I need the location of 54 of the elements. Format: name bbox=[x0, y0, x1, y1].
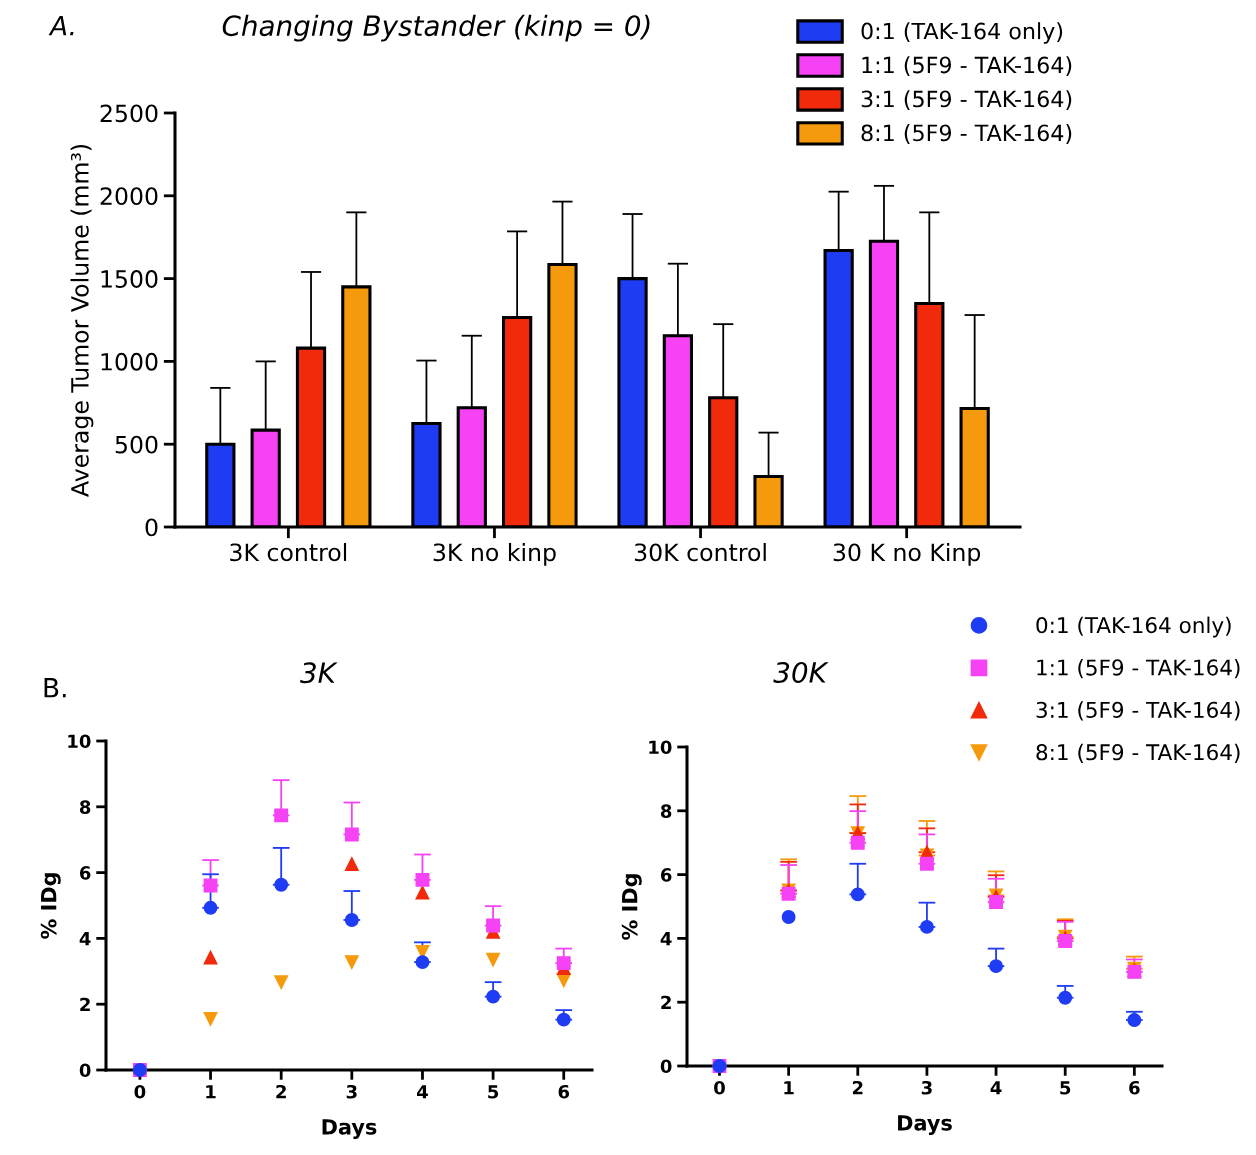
x-tick-label: 30 K no Kinp bbox=[833, 542, 981, 566]
x-tick-label: 2 bbox=[276, 1084, 286, 1099]
x-tick-label: 30K control bbox=[634, 542, 766, 562]
y-tick-label: 10 bbox=[649, 740, 672, 755]
y-tick-label: 0 bbox=[660, 1059, 672, 1074]
text: A. bbox=[48, 16, 74, 36]
x-tick-label: 6 bbox=[1129, 1080, 1140, 1095]
y-tick-label: 500 bbox=[115, 435, 158, 454]
x-tick-label: 1 bbox=[784, 1081, 794, 1095]
y-tick-label: 6 bbox=[660, 868, 672, 882]
x-tick-label: 2 bbox=[852, 1080, 863, 1095]
y-axis-title: % IDg bbox=[40, 873, 61, 939]
y-tick-label: 1500 bbox=[101, 270, 158, 288]
x-tick-label: 5 bbox=[488, 1085, 499, 1099]
y-tick-label: 8 bbox=[660, 804, 672, 818]
x-tick-label: 0 bbox=[714, 1080, 725, 1095]
x-tick-label: 3 bbox=[346, 1084, 357, 1099]
chart-title: Changing Bystander (kinp = 0) bbox=[222, 14, 650, 42]
x-tick-label: 0 bbox=[134, 1084, 146, 1099]
x-tick-label: 1 bbox=[206, 1085, 216, 1099]
x-tick-label: 4 bbox=[417, 1085, 428, 1099]
legend-label: 1:1 (5F9 - TAK-164) bbox=[1037, 659, 1240, 679]
y-tick-label: 4 bbox=[79, 932, 91, 946]
y-tick-label: 4 bbox=[660, 932, 672, 946]
chart-title: 30K bbox=[773, 661, 829, 683]
x-tick-label: 3 bbox=[921, 1080, 932, 1095]
y-tick-label: 8 bbox=[79, 800, 91, 814]
legend-label: 3:1 (5F9 - TAK-164) bbox=[861, 90, 1072, 110]
legend-label: 0:1 (TAK-164 only) bbox=[1036, 616, 1231, 638]
y-tick-label: 2 bbox=[661, 995, 671, 1010]
x-axis-title: Days bbox=[898, 1115, 952, 1135]
y-axis-title: % IDg bbox=[621, 874, 642, 940]
x-axis-title: Days bbox=[322, 1119, 377, 1139]
y-tick-label: 10 bbox=[68, 734, 91, 749]
legend-label: 1:1 (5F9 - TAK-164) bbox=[862, 56, 1072, 76]
x-tick-label: 6 bbox=[558, 1084, 570, 1099]
y-tick-label: 2 bbox=[80, 997, 90, 1012]
y-tick-label: 2000 bbox=[100, 187, 158, 206]
chart-title: 3K bbox=[300, 662, 338, 684]
legend-label: 8:1 (5F9 - TAK-164) bbox=[1036, 743, 1240, 763]
y-tick-label: 0 bbox=[79, 1063, 91, 1078]
legend-label: 0:1 (TAK-164 only) bbox=[861, 22, 1063, 44]
x-tick-label: 5 bbox=[1060, 1081, 1071, 1095]
x-tick-label: 3K no kinp bbox=[433, 542, 556, 566]
y-tick-label: 2500 bbox=[100, 104, 158, 123]
y-axis-title: Average Tumor Volume (mm³) bbox=[70, 144, 94, 497]
x-tick-label: 3K control bbox=[230, 542, 347, 562]
text: B. bbox=[44, 678, 66, 698]
y-tick-label: 1000 bbox=[101, 352, 158, 371]
y-tick-label: 0 bbox=[145, 518, 158, 537]
legend-label: 8:1 (5F9 - TAK-164) bbox=[861, 124, 1072, 144]
y-tick-label: 6 bbox=[79, 866, 91, 880]
x-tick-label: 4 bbox=[990, 1081, 1002, 1095]
legend-label: 3:1 (5F9 - TAK-164) bbox=[1036, 701, 1240, 721]
